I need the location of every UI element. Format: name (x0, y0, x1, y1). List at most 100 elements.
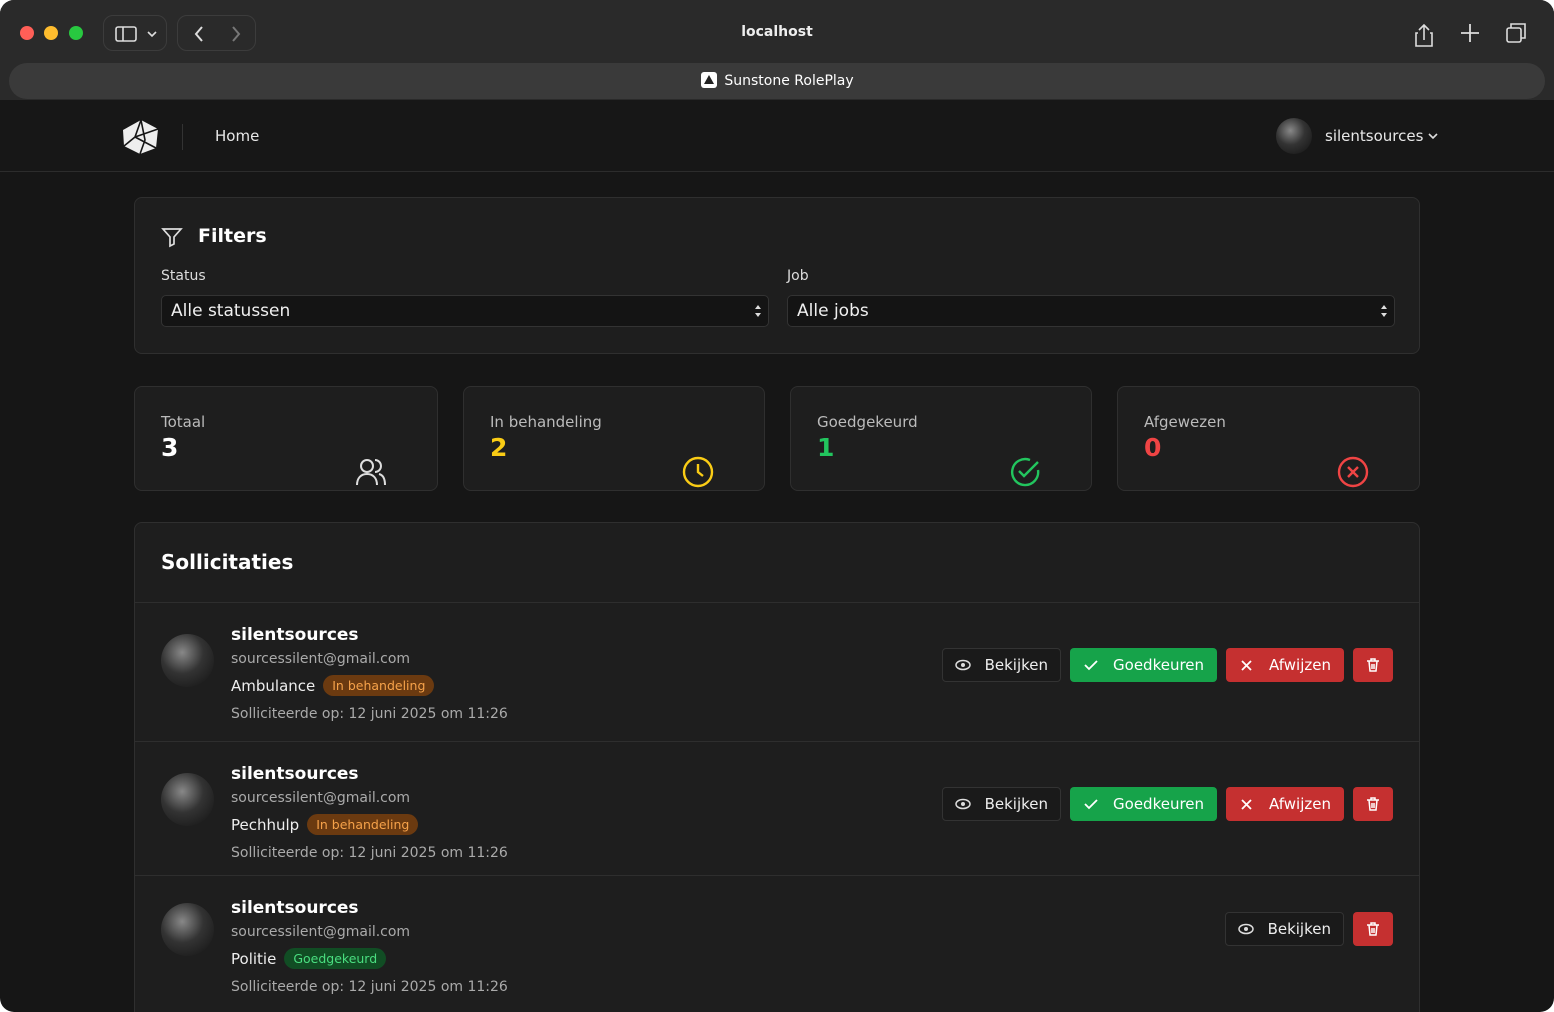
delete-button[interactable] (1353, 912, 1393, 946)
action-button[interactable]: Bekijken (1224, 912, 1344, 946)
select-arrows-svg (755, 305, 761, 317)
applications-title: Sollicitaties (161, 550, 294, 574)
site-nav: Home silentsources (0, 100, 1554, 172)
stat-card: Afgewezen 0 (1117, 386, 1420, 491)
field-label: Job (787, 268, 809, 284)
stat-card: In behandeling 2 (463, 386, 765, 491)
stat-value: 3 (161, 433, 179, 462)
button-icon-svg (1237, 923, 1254, 934)
application-row: silentsources sourcessilent@gmail.com Pech… (135, 741, 1419, 875)
actions: Bekijken Goedkeuren Afwijzen (941, 648, 1393, 682)
select-arrows (1380, 303, 1388, 324)
button-label: Goedkeuren (1113, 656, 1205, 674)
field-label: Status (161, 268, 206, 284)
button-label: Afwijzen (1269, 795, 1331, 813)
select[interactable]: Alle statussen (161, 295, 769, 327)
stat-card: Totaal 3 (134, 386, 438, 491)
close[interactable] (20, 26, 34, 40)
stat-card: Goedgekeurd 1 (790, 386, 1092, 491)
applied-date: Solliciteerde op: 12 juni 2025 om 11:26 (231, 845, 508, 861)
job: Politie (231, 949, 277, 968)
job-line: Politie Goedgekeurd (231, 948, 387, 969)
tab[interactable]: Sunstone RolePlay (9, 63, 1545, 99)
delete-button[interactable] (1353, 648, 1393, 682)
job: Pechhulp (231, 815, 300, 834)
stat-value: 2 (490, 433, 508, 462)
actions: Bekijken Goedkeuren Afwijzen (941, 787, 1393, 821)
button-icon-svg (954, 798, 971, 809)
stat-icon-svg (356, 459, 386, 486)
stat-label: Afgewezen (1144, 413, 1226, 431)
applied-date: Solliciteerde op: 12 juni 2025 om 11:26 (231, 979, 508, 995)
applicant-name: silentsources (231, 625, 359, 645)
logo[interactable] (121, 118, 161, 156)
filter-icon (161, 228, 183, 248)
button-label: Bekijken (1267, 920, 1331, 938)
zoom[interactable] (69, 26, 83, 40)
stat-icon-svg (682, 456, 714, 488)
url[interactable]: localhost (741, 24, 813, 40)
action-button[interactable]: Afwijzen (1226, 787, 1344, 821)
job: Ambulance (231, 676, 316, 695)
application-row: silentsources sourcessilent@gmail.com Ambu… (135, 602, 1419, 741)
nav-link[interactable]: Home (215, 127, 260, 145)
action-button[interactable]: Goedkeuren (1070, 787, 1218, 821)
history-nav[interactable] (177, 15, 256, 51)
avatar (161, 773, 214, 826)
action-button[interactable]: Bekijken (941, 648, 1062, 682)
trash-icon (1365, 657, 1381, 673)
stat-icon-svg (1337, 456, 1369, 488)
sidebar-toggle[interactable] (103, 15, 167, 51)
tab-title: Sunstone RolePlay (724, 73, 854, 89)
action-button[interactable]: Goedkeuren (1070, 648, 1218, 682)
select-arrows-svg (1381, 305, 1387, 317)
trash-icon-svg (1367, 922, 1379, 936)
user-avatar[interactable] (1276, 118, 1312, 154)
select-value: Alle jobs (797, 301, 869, 321)
toolbar-icons[interactable] (1405, 16, 1535, 50)
sidebar-icon (115, 26, 157, 42)
divider (182, 124, 183, 150)
applicant-email: sourcessilent@gmail.com (231, 790, 411, 806)
arrows (194, 26, 241, 42)
status-badge: In behandeling (323, 675, 435, 696)
filters-card: Filters Status Alle statussen Job Alle jobs (134, 197, 1420, 354)
stat-label: In behandeling (490, 413, 602, 431)
button-icon (954, 797, 971, 812)
status-badge: Goedgekeurd (284, 948, 387, 969)
action-button[interactable]: Bekijken (941, 787, 1062, 821)
stat-value: 1 (817, 433, 835, 462)
avatar (161, 634, 214, 687)
stat-value: 0 (1144, 433, 1162, 462)
user-chevron[interactable] (1427, 131, 1439, 141)
button-label: Bekijken (984, 795, 1049, 813)
button-label: Goedkeuren (1113, 795, 1205, 813)
button-icon-svg (1084, 798, 1098, 809)
applicant-name: silentsources (231, 898, 359, 918)
minimize[interactable] (44, 26, 58, 40)
button-icon (1083, 658, 1099, 673)
button-icon-svg (1084, 659, 1098, 670)
stat-label: Goedgekeurd (817, 413, 918, 431)
button-label: Bekijken (984, 656, 1049, 674)
user-name[interactable]: silentsources (1325, 127, 1424, 145)
stat-icon-svg (1011, 457, 1040, 487)
trash-icon (1365, 796, 1381, 812)
actions: Bekijken (1224, 912, 1393, 946)
select[interactable]: Alle jobs (787, 295, 1395, 327)
delete-button[interactable] (1353, 787, 1393, 821)
button-icon (1083, 797, 1099, 812)
button-icon (1237, 922, 1254, 937)
action-button[interactable]: Afwijzen (1226, 648, 1344, 682)
button-icon-svg (1241, 659, 1252, 671)
button-label: Afwijzen (1269, 656, 1331, 674)
trash-icon-svg (1367, 658, 1379, 672)
job-line: Pechhulp In behandeling (231, 814, 419, 835)
applied-date: Solliciteerde op: 12 juni 2025 om 11:26 (231, 706, 508, 722)
status-badge: In behandeling (307, 814, 419, 835)
button-icon-svg (954, 659, 971, 670)
applicant-email: sourcessilent@gmail.com (231, 924, 411, 940)
button-icon-svg (1241, 798, 1252, 810)
filters-title: Filters (198, 225, 267, 247)
